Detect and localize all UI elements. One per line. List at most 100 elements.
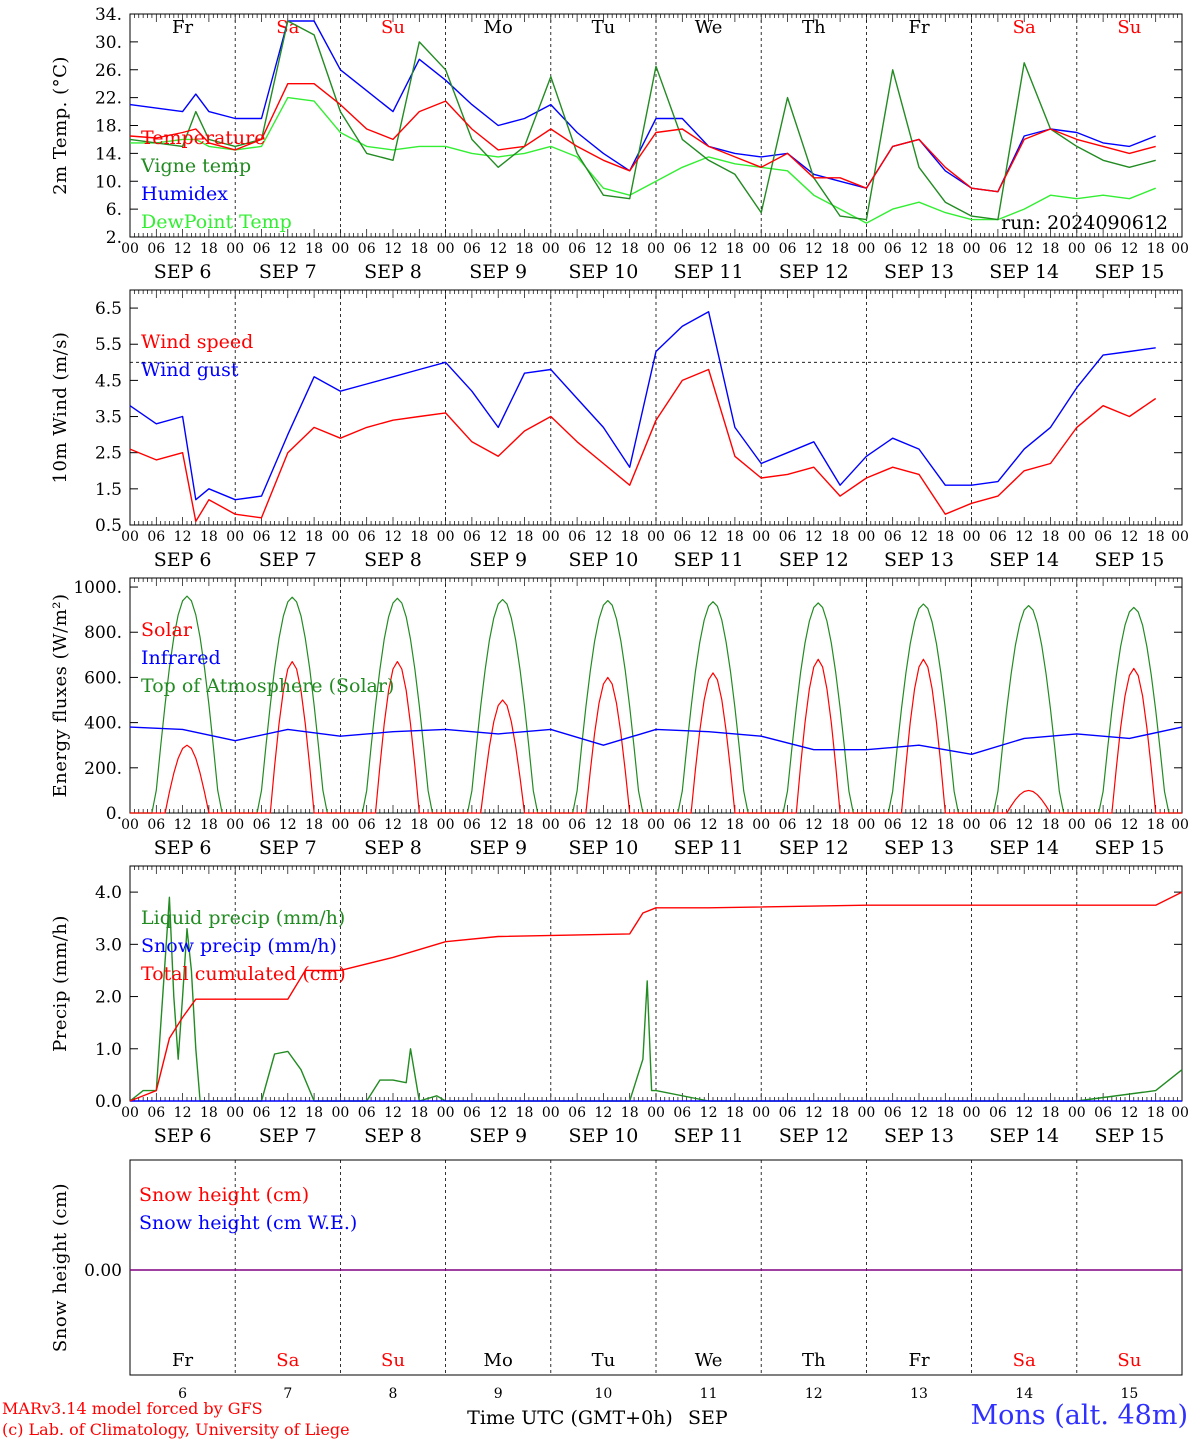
hour-tick-label: 06	[253, 817, 271, 833]
hour-tick-label: 00	[647, 817, 665, 833]
hour-tick-label: 00	[226, 817, 244, 833]
hour-tick-label: 12	[384, 1105, 402, 1121]
hour-tick-label: 12	[384, 529, 402, 545]
x-axis-title: Time UTC (GMT+0h)	[467, 1407, 673, 1429]
hour-tick-label: 00	[752, 529, 770, 545]
hour-tick-label: 06	[568, 817, 586, 833]
date-label: SEP 9	[469, 549, 527, 571]
legend-entry: Liquid precip (mm/h)	[141, 907, 345, 929]
hour-tick-label: 06	[358, 1105, 376, 1121]
hour-tick-label: 06	[253, 529, 271, 545]
weekday-label: Tu	[592, 1350, 616, 1371]
hour-tick-label: 18	[516, 241, 534, 257]
y-tick-label: 0.0	[95, 1092, 122, 1112]
date-label: SEP 11	[674, 549, 744, 571]
wind-series-line	[129, 368, 1157, 523]
hour-tick-label: 18	[1147, 241, 1165, 257]
date-label: SEP 8	[364, 837, 422, 859]
date-label: SEP 14	[989, 261, 1059, 283]
y-tick-label: 3.0	[95, 935, 122, 955]
date-label: SEP 13	[884, 837, 954, 859]
y-tick-label: 800.	[84, 623, 122, 643]
y-tick-label: 34.	[95, 5, 122, 25]
legend-entry: DewPoint Temp	[141, 211, 292, 233]
hour-tick-label: 12	[700, 529, 718, 545]
day-number-label: 14	[1015, 1386, 1033, 1402]
hour-tick-label: 00	[647, 529, 665, 545]
y-tick-label: 0.00	[84, 1261, 122, 1281]
hour-tick-label: 12	[594, 241, 612, 257]
hour-tick-label: 12	[1120, 817, 1138, 833]
solar-line	[130, 658, 1182, 814]
y-tick-label: 2.5	[95, 444, 122, 464]
weekday-label: Sa	[1013, 1350, 1036, 1371]
hour-tick-label: 18	[1042, 241, 1060, 257]
date-label: SEP 14	[989, 1125, 1059, 1147]
hour-tick-label: 00	[121, 817, 139, 833]
weekday-label: Mo	[484, 17, 513, 38]
y-tick-label: 30.	[95, 33, 122, 53]
lab-credit: (c) Lab. of Climatology, University of L…	[2, 1420, 350, 1439]
y-tick-label: 400.	[84, 714, 122, 734]
day-number-label: 6	[178, 1386, 187, 1402]
hour-tick-label: 00	[331, 529, 349, 545]
hour-tick-label: 00	[1068, 817, 1086, 833]
hour-tick-label: 18	[936, 241, 954, 257]
hour-tick-label: 18	[1147, 817, 1165, 833]
day-number-label: 12	[805, 1386, 823, 1402]
hour-tick-label: 06	[884, 529, 902, 545]
date-label: SEP 7	[259, 549, 317, 571]
y-tick-label: 1000.	[73, 578, 122, 598]
hour-tick-label: 06	[147, 241, 165, 257]
hour-tick-label: 12	[910, 241, 928, 257]
hour-tick-label: 00	[857, 529, 875, 545]
hour-tick-label: 00	[1068, 241, 1086, 257]
hour-tick-label: 18	[621, 1105, 639, 1121]
hour-tick-label: 06	[358, 529, 376, 545]
hour-tick-label: 00	[121, 241, 139, 257]
date-label: SEP 12	[779, 261, 849, 283]
hour-tick-label: 00	[331, 1105, 349, 1121]
day-number-label: 10	[594, 1386, 612, 1402]
hour-tick-label: 06	[884, 1105, 902, 1121]
hour-tick-label: 18	[305, 817, 323, 833]
hour-tick-label: 18	[936, 1105, 954, 1121]
hour-tick-label: 12	[1120, 529, 1138, 545]
legend-entry: Total cumulated (cm)	[141, 963, 346, 985]
date-label: SEP 6	[154, 1125, 212, 1147]
hour-tick-label: 06	[1094, 817, 1112, 833]
weekday-label: Fr	[908, 17, 929, 38]
hour-tick-label: 12	[805, 241, 823, 257]
date-label: SEP 11	[674, 261, 744, 283]
hour-tick-label: 06	[779, 1105, 797, 1121]
weekday-label: Sa	[1013, 17, 1036, 38]
hour-tick-label: 18	[410, 817, 428, 833]
hour-tick-label: 00	[226, 241, 244, 257]
day-number-label: 15	[1120, 1386, 1138, 1402]
hour-tick-label: 18	[726, 817, 744, 833]
date-label: SEP 13	[884, 549, 954, 571]
date-label: SEP 7	[259, 837, 317, 859]
hour-tick-label: 12	[489, 1105, 507, 1121]
hour-tick-label: 18	[831, 1105, 849, 1121]
hour-tick-label: 18	[200, 817, 218, 833]
date-label: SEP 13	[884, 261, 954, 283]
hour-tick-label: 00	[437, 1105, 455, 1121]
hour-tick-label: 18	[726, 241, 744, 257]
hour-tick-label: 18	[410, 241, 428, 257]
hour-tick-label: 00	[857, 817, 875, 833]
hour-tick-label: 00	[542, 241, 560, 257]
date-label: SEP 10	[568, 261, 638, 283]
hour-tick-label: 12	[805, 529, 823, 545]
hour-tick-label: 00	[121, 1105, 139, 1121]
hour-tick-label: 00	[752, 817, 770, 833]
hour-tick-label: 18	[1147, 529, 1165, 545]
hour-tick-label: 00	[857, 1105, 875, 1121]
weekday-label: Th	[802, 1350, 826, 1371]
hour-tick-label: 06	[358, 817, 376, 833]
legend-entry: Snow precip (mm/h)	[141, 935, 337, 957]
y-tick-label: 18.	[95, 117, 122, 137]
hour-tick-label: 00	[1171, 241, 1189, 257]
hour-tick-label: 06	[673, 529, 691, 545]
weekday-label: We	[695, 17, 723, 38]
